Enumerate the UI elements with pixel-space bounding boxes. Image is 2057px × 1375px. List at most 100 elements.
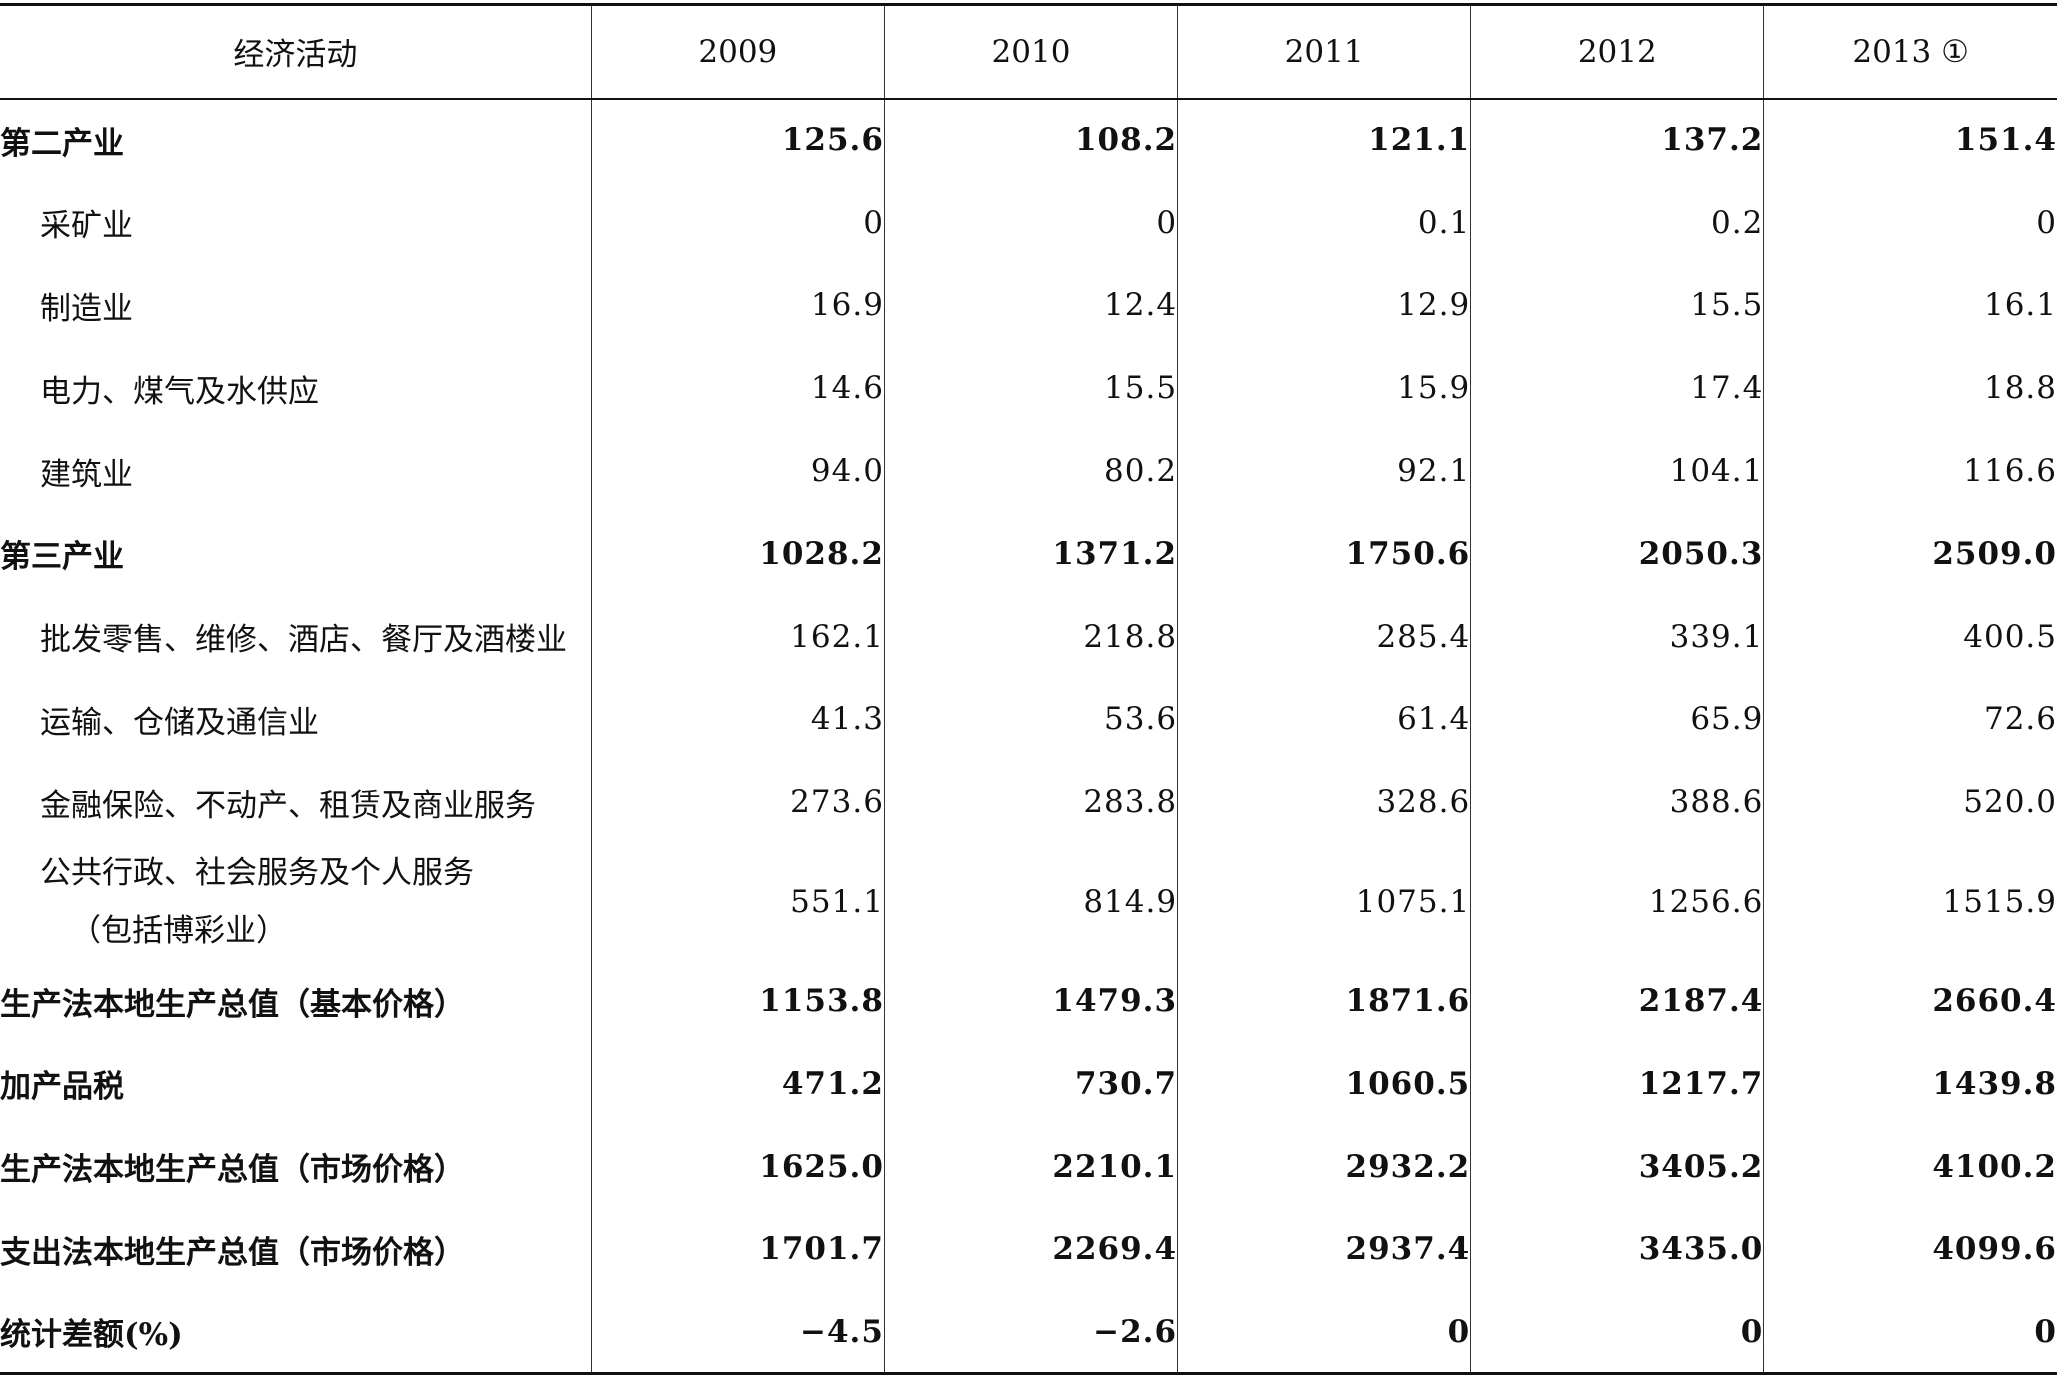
table-row: 制造业 16.9 12.4 12.9 15.5 16.1 — [0, 264, 2057, 347]
cell-value: 814.9 — [883, 843, 1178, 960]
table-row: 公共行政、社会服务及个人服务 （包括博彩业） 551.1 814.9 1075.… — [0, 843, 2057, 960]
cell-value: 2932.2 — [1177, 1125, 1471, 1209]
cell-value: 1515.9 — [1763, 843, 2057, 960]
row-label: 统计差额(%) — [0, 1290, 592, 1375]
cell-value: 104.1 — [1470, 429, 1764, 513]
cell-value: 116.6 — [1763, 429, 2057, 513]
table-row: 第二产业 125.6 108.2 121.1 137.2 151.4 — [0, 98, 2057, 182]
cell-value: 0 — [883, 181, 1178, 265]
cell-value: 16.9 — [590, 264, 885, 347]
cell-value: 471.2 — [590, 1042, 885, 1126]
cell-value: 0 — [1763, 181, 2057, 265]
cell-value: 17.4 — [1470, 346, 1764, 430]
cell-value: 0 — [1177, 1290, 1471, 1375]
cell-value: 15.5 — [1470, 264, 1764, 347]
cell-value: 2269.4 — [883, 1208, 1178, 1291]
row-label-line-2: （包括博彩业） — [70, 912, 287, 949]
cell-value: 520.0 — [1763, 760, 2057, 844]
table-row: 建筑业 94.0 80.2 92.1 104.1 116.6 — [0, 429, 2057, 513]
header-row: 经济活动 2009 2010 2011 2012 2013 ① — [0, 3, 2057, 100]
header-year-2011: 2011 — [1177, 3, 1471, 100]
row-label: 制造业 — [40, 290, 133, 327]
cell-value: −2.6 — [883, 1290, 1178, 1375]
cell-value: 273.6 — [590, 760, 885, 844]
row-label: 批发零售、维修、酒店、餐厅及酒楼业 — [40, 622, 567, 659]
cell-value: 2050.3 — [1470, 512, 1764, 596]
cell-value: 388.6 — [1470, 760, 1764, 844]
row-label: 第三产业 — [0, 539, 124, 576]
table-row: 电力、煤气及水供应 14.6 15.5 15.9 17.4 18.8 — [0, 346, 2057, 430]
cell-value: 16.1 — [1763, 264, 2057, 347]
cell-value: 0 — [1763, 1290, 2057, 1375]
cell-value: 1750.6 — [1177, 512, 1471, 596]
cell-value: −4.5 — [590, 1290, 885, 1375]
row-label: 支出法本地生产总值（市场价格） — [0, 1234, 465, 1271]
cell-value: 1701.7 — [590, 1208, 885, 1291]
row-label: 生产法本地生产总值（市场价格） — [0, 1152, 465, 1189]
table-row: 统计差额(%) −4.5 −2.6 0 0 0 — [0, 1290, 2057, 1375]
cell-value: 2937.4 — [1177, 1208, 1471, 1291]
cell-value: 137.2 — [1470, 98, 1764, 182]
header-year-2010: 2010 — [883, 3, 1178, 100]
cell-value: 2210.1 — [883, 1125, 1178, 1209]
cell-value: 41.3 — [590, 678, 885, 761]
cell-value: 4100.2 — [1763, 1125, 2057, 1209]
table-row: 生产法本地生产总值（市场价格） 1625.0 2210.1 2932.2 340… — [0, 1125, 2057, 1209]
cell-value: 1625.0 — [590, 1125, 885, 1209]
row-label: 运输、仓储及通信业 — [40, 704, 319, 741]
cell-value: 151.4 — [1763, 98, 2057, 182]
cell-value: 285.4 — [1177, 595, 1471, 679]
cell-value: 94.0 — [590, 429, 885, 513]
cell-value: 283.8 — [883, 760, 1178, 844]
cell-value: 3405.2 — [1470, 1125, 1764, 1209]
cell-value: 12.4 — [883, 264, 1178, 347]
cell-value: 65.9 — [1470, 678, 1764, 761]
table-body: 第二产业 125.6 108.2 121.1 137.2 151.4 采矿业 0… — [0, 98, 2057, 1375]
cell-value: 125.6 — [590, 98, 885, 182]
row-label: 生产法本地生产总值（基本价格） — [0, 986, 465, 1023]
cell-value: 80.2 — [883, 429, 1178, 513]
cell-value: 339.1 — [1470, 595, 1764, 679]
cell-value: 1439.8 — [1763, 1042, 2057, 1126]
cell-value: 92.1 — [1177, 429, 1471, 513]
row-label: 加产品税 — [0, 1069, 124, 1106]
cell-value: 162.1 — [590, 595, 885, 679]
cell-value: 1060.5 — [1177, 1042, 1471, 1126]
cell-value: 61.4 — [1177, 678, 1471, 761]
table-row: 采矿业 0 0 0.1 0.2 0 — [0, 181, 2057, 265]
table-row: 支出法本地生产总值（市场价格） 1701.7 2269.4 2937.4 343… — [0, 1208, 2057, 1291]
cell-value: 1871.6 — [1177, 959, 1471, 1043]
gdp-table: 经济活动 2009 2010 2011 2012 2013 ① 第二产业 125… — [0, 3, 2057, 1375]
cell-value: 121.1 — [1177, 98, 1471, 182]
row-label: 第二产业 — [0, 125, 124, 162]
header-year-2013: 2013 ① — [1763, 3, 2057, 100]
cell-value: 0 — [590, 181, 885, 265]
cell-value: 2509.0 — [1763, 512, 2057, 596]
cell-value: 72.6 — [1763, 678, 2057, 761]
cell-value: 15.9 — [1177, 346, 1471, 430]
table-row: 运输、仓储及通信业 41.3 53.6 61.4 65.9 72.6 — [0, 678, 2057, 761]
header-year-2012: 2012 — [1470, 3, 1764, 100]
table-row: 第三产业 1028.2 1371.2 1750.6 2050.3 2509.0 — [0, 512, 2057, 596]
cell-value: 0.1 — [1177, 181, 1471, 265]
header-year-2009: 2009 — [590, 3, 885, 100]
cell-value: 0.2 — [1470, 181, 1764, 265]
cell-value: 730.7 — [883, 1042, 1178, 1126]
cell-value: 1479.3 — [883, 959, 1178, 1043]
cell-value: 551.1 — [590, 843, 885, 960]
cell-value: 1217.7 — [1470, 1042, 1764, 1126]
cell-value: 218.8 — [883, 595, 1178, 679]
cell-value: 1153.8 — [590, 959, 885, 1043]
cell-value: 1256.6 — [1470, 843, 1764, 960]
cell-value: 18.8 — [1763, 346, 2057, 430]
cell-value: 53.6 — [883, 678, 1178, 761]
row-label: 电力、煤气及水供应 — [40, 373, 319, 410]
cell-value: 2660.4 — [1763, 959, 2057, 1043]
table-row: 加产品税 471.2 730.7 1060.5 1217.7 1439.8 — [0, 1042, 2057, 1126]
cell-value: 15.5 — [883, 346, 1178, 430]
header-activity: 经济活动 — [0, 3, 592, 100]
cell-value: 0 — [1470, 1290, 1764, 1375]
cell-value: 14.6 — [590, 346, 885, 430]
cell-value: 12.9 — [1177, 264, 1471, 347]
